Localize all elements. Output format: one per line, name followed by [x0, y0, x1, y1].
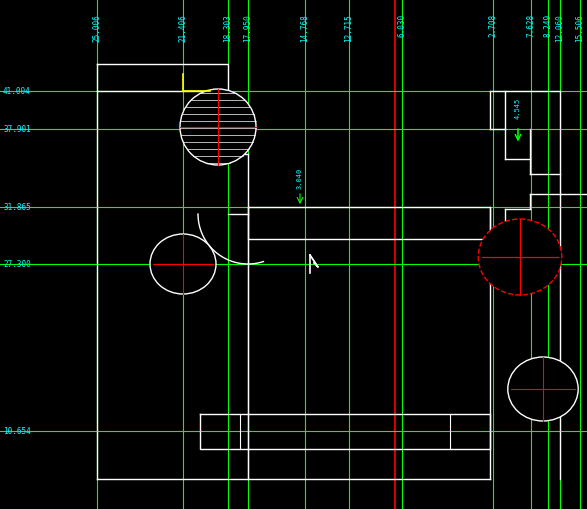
Ellipse shape [150, 235, 216, 294]
Text: 37.901: 37.901 [3, 125, 31, 134]
Text: 7.628: 7.628 [527, 14, 535, 37]
Text: 15.506: 15.506 [575, 14, 585, 42]
Text: 27.300: 27.300 [3, 260, 31, 269]
Text: 6.030: 6.030 [397, 14, 407, 37]
Text: 31.865: 31.865 [3, 203, 31, 212]
Text: 4.545: 4.545 [515, 97, 521, 119]
Text: 25.006: 25.006 [93, 14, 102, 42]
Text: 12.060: 12.060 [555, 14, 565, 42]
Text: 10.654: 10.654 [3, 427, 31, 436]
Text: 12.715: 12.715 [345, 14, 353, 42]
Text: 8.249: 8.249 [544, 14, 552, 37]
Text: 2.708: 2.708 [488, 14, 498, 37]
Ellipse shape [478, 219, 562, 295]
Ellipse shape [180, 90, 256, 165]
Text: 21.406: 21.406 [178, 14, 187, 42]
Text: 41.004: 41.004 [3, 88, 31, 96]
Ellipse shape [508, 357, 578, 421]
Text: 17.950: 17.950 [244, 14, 252, 42]
Text: 3.040: 3.040 [297, 167, 303, 188]
Text: 18.303: 18.303 [224, 14, 232, 42]
Text: 14.768: 14.768 [301, 14, 309, 42]
